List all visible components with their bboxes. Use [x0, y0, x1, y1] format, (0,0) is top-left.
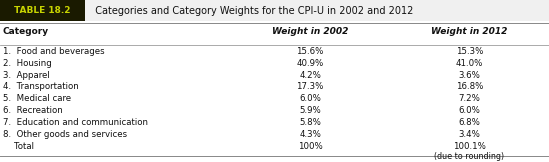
Text: Categories and Category Weights for the CPI-U in 2002 and 2012: Categories and Category Weights for the … — [89, 6, 414, 16]
Text: TABLE 18.2: TABLE 18.2 — [14, 6, 71, 15]
Bar — [0, 0, 85, 21]
Text: Weight in 2002: Weight in 2002 — [272, 28, 349, 36]
Text: 4.  Transportation: 4. Transportation — [3, 82, 79, 91]
Text: 6.8%: 6.8% — [458, 118, 480, 127]
Text: 100%: 100% — [298, 142, 323, 151]
Text: 16.8%: 16.8% — [456, 82, 483, 91]
Text: 41.0%: 41.0% — [456, 59, 483, 68]
Text: 2.  Housing: 2. Housing — [3, 59, 52, 68]
Text: 8.  Other goods and services: 8. Other goods and services — [3, 130, 127, 139]
Text: 7.  Education and communication: 7. Education and communication — [3, 118, 148, 127]
Text: 3.4%: 3.4% — [458, 130, 480, 139]
Text: 40.9%: 40.9% — [296, 59, 324, 68]
Text: 4.2%: 4.2% — [299, 71, 321, 80]
Text: 3.6%: 3.6% — [458, 71, 480, 80]
Text: 7.2%: 7.2% — [458, 94, 480, 103]
Text: 17.3%: 17.3% — [296, 82, 324, 91]
Text: Category: Category — [3, 28, 49, 36]
Text: 1.  Food and beverages: 1. Food and beverages — [3, 47, 104, 56]
Text: 15.3%: 15.3% — [456, 47, 483, 56]
Text: Weight in 2012: Weight in 2012 — [431, 28, 508, 36]
Text: 5.  Medical care: 5. Medical care — [3, 94, 71, 103]
Text: 6.0%: 6.0% — [458, 106, 480, 115]
Text: 6.  Recreation: 6. Recreation — [3, 106, 63, 115]
Text: 5.9%: 5.9% — [299, 106, 321, 115]
Bar — [0, 0, 549, 21]
Text: 3.  Apparel: 3. Apparel — [3, 71, 49, 80]
Text: 15.6%: 15.6% — [296, 47, 324, 56]
Text: 100.1%: 100.1% — [453, 142, 486, 151]
Text: (due to rounding): (due to rounding) — [434, 152, 505, 161]
Text: Total: Total — [3, 142, 33, 151]
Text: 5.8%: 5.8% — [299, 118, 321, 127]
Text: 6.0%: 6.0% — [299, 94, 321, 103]
Text: 4.3%: 4.3% — [299, 130, 321, 139]
